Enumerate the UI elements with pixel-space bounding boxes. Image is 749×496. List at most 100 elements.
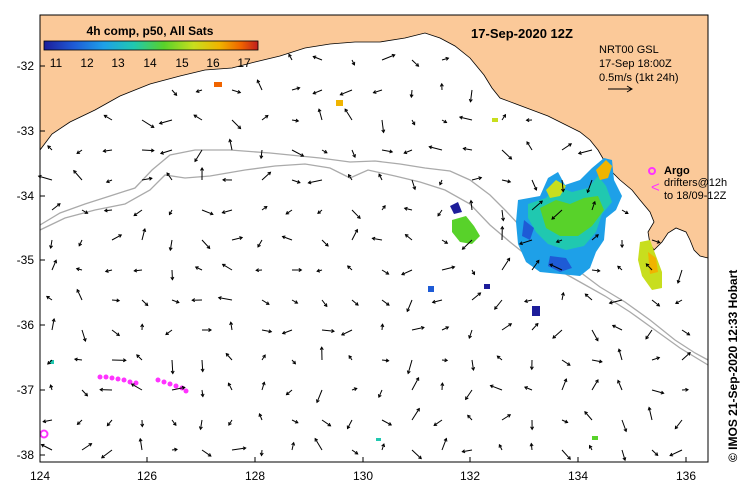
current-arrowhead [502,113,507,118]
current-arrow [347,419,353,429]
current-arrowhead [461,449,466,454]
current-arrowhead [567,456,571,460]
current-arrow [674,419,683,429]
current-arrowhead [133,268,138,273]
sst-patches [50,82,662,441]
current-arrow [469,89,473,102]
current-arrowhead [404,233,409,238]
current-arrowhead [194,266,199,270]
current-arrow [501,149,512,160]
current-arrow [501,114,506,121]
current-arrow [404,207,413,211]
current-arrow [291,119,299,122]
current-arrowhead [654,452,659,456]
current-arrowhead [99,387,104,392]
current-arrowhead [451,265,456,270]
current-arrowhead [331,329,335,333]
current-arrowhead [298,268,303,272]
current-arrowhead [669,452,674,457]
current-arrowhead [508,323,513,327]
current-arrow [401,269,413,275]
current-arrow [621,449,626,461]
current-arrowhead [237,89,242,94]
current-arrowhead [294,300,299,304]
current-arrowhead [116,332,121,337]
current-arrowhead [47,360,51,365]
current-arrow [141,177,152,181]
argo-drifter-tracks [39,374,189,439]
current-arrow [261,329,272,333]
current-arrowhead [598,359,603,364]
current-arrow [81,329,86,342]
current-arrowhead [409,94,414,99]
current-arrowhead [518,241,523,246]
current-arrowhead [140,323,145,328]
current-arrowhead [198,426,203,431]
current-arrow [288,54,293,61]
current-arrowhead [221,210,226,214]
current-arrow [313,89,323,95]
current-arrowhead [415,63,420,67]
current-arrow [501,209,504,221]
current-arrowhead [500,225,505,230]
current-arrowhead [267,171,272,176]
current-arrow [139,438,143,451]
current-arrow [561,378,567,391]
colorbar-tick: 16 [206,56,220,70]
current-arrow [433,419,443,426]
current-arrow [134,269,143,272]
current-arrow [587,179,593,193]
current-arrow [201,209,214,215]
current-arrow [348,174,353,181]
current-arrow [591,379,599,391]
bathymetry-contour [39,149,709,361]
current-arrowhead [584,411,588,415]
current-arrow [291,419,299,424]
lat-label: -38 [17,448,35,462]
current-arrowhead [47,145,51,149]
current-arrow [160,149,173,154]
current-arrow [549,263,563,271]
current-arrowhead [346,425,351,430]
current-arrowhead [507,414,512,418]
current-arrowhead [377,394,382,399]
current-arrow [407,359,413,374]
current-arrowhead [88,443,93,447]
current-arrow [136,354,143,361]
current-arrow [101,449,113,459]
current-arrowhead [144,302,149,307]
current-arrowhead [391,53,396,58]
current-arrowhead [102,148,107,153]
current-arrowhead [75,267,80,272]
current-arrowhead [586,189,591,194]
current-arrow [381,119,385,133]
current-arrowhead [371,236,376,241]
map-title: 17-Sep-2020 12Z [471,26,573,41]
current-arrow [530,443,533,451]
current-arrowhead [439,82,444,87]
current-arrow [561,143,572,151]
current-arrow [222,263,233,271]
current-arrowhead [150,124,155,128]
current-arrowhead [140,423,145,428]
current-arrowhead [138,437,143,442]
current-arrowhead [620,244,625,249]
current-arrowhead [561,188,565,193]
current-arrow [78,239,83,247]
current-arrowhead [295,118,300,123]
current-arrow [463,147,473,151]
current-arrowhead [84,392,89,397]
drifter-marker-icon: < [651,179,660,196]
current-arrow [531,260,540,271]
current-scale: 0.5m/s (1kt 24h) [599,72,678,84]
current-arrowhead [228,138,233,143]
current-arrow [316,389,323,403]
current-arrowhead [49,384,54,389]
current-arrowhead [351,61,356,66]
current-arrowhead [229,321,234,326]
current-arrow [441,266,455,271]
current-arrowhead [611,324,616,329]
current-arrow [291,299,298,304]
current-arrowhead [209,211,214,216]
current-arrowhead [46,295,50,300]
